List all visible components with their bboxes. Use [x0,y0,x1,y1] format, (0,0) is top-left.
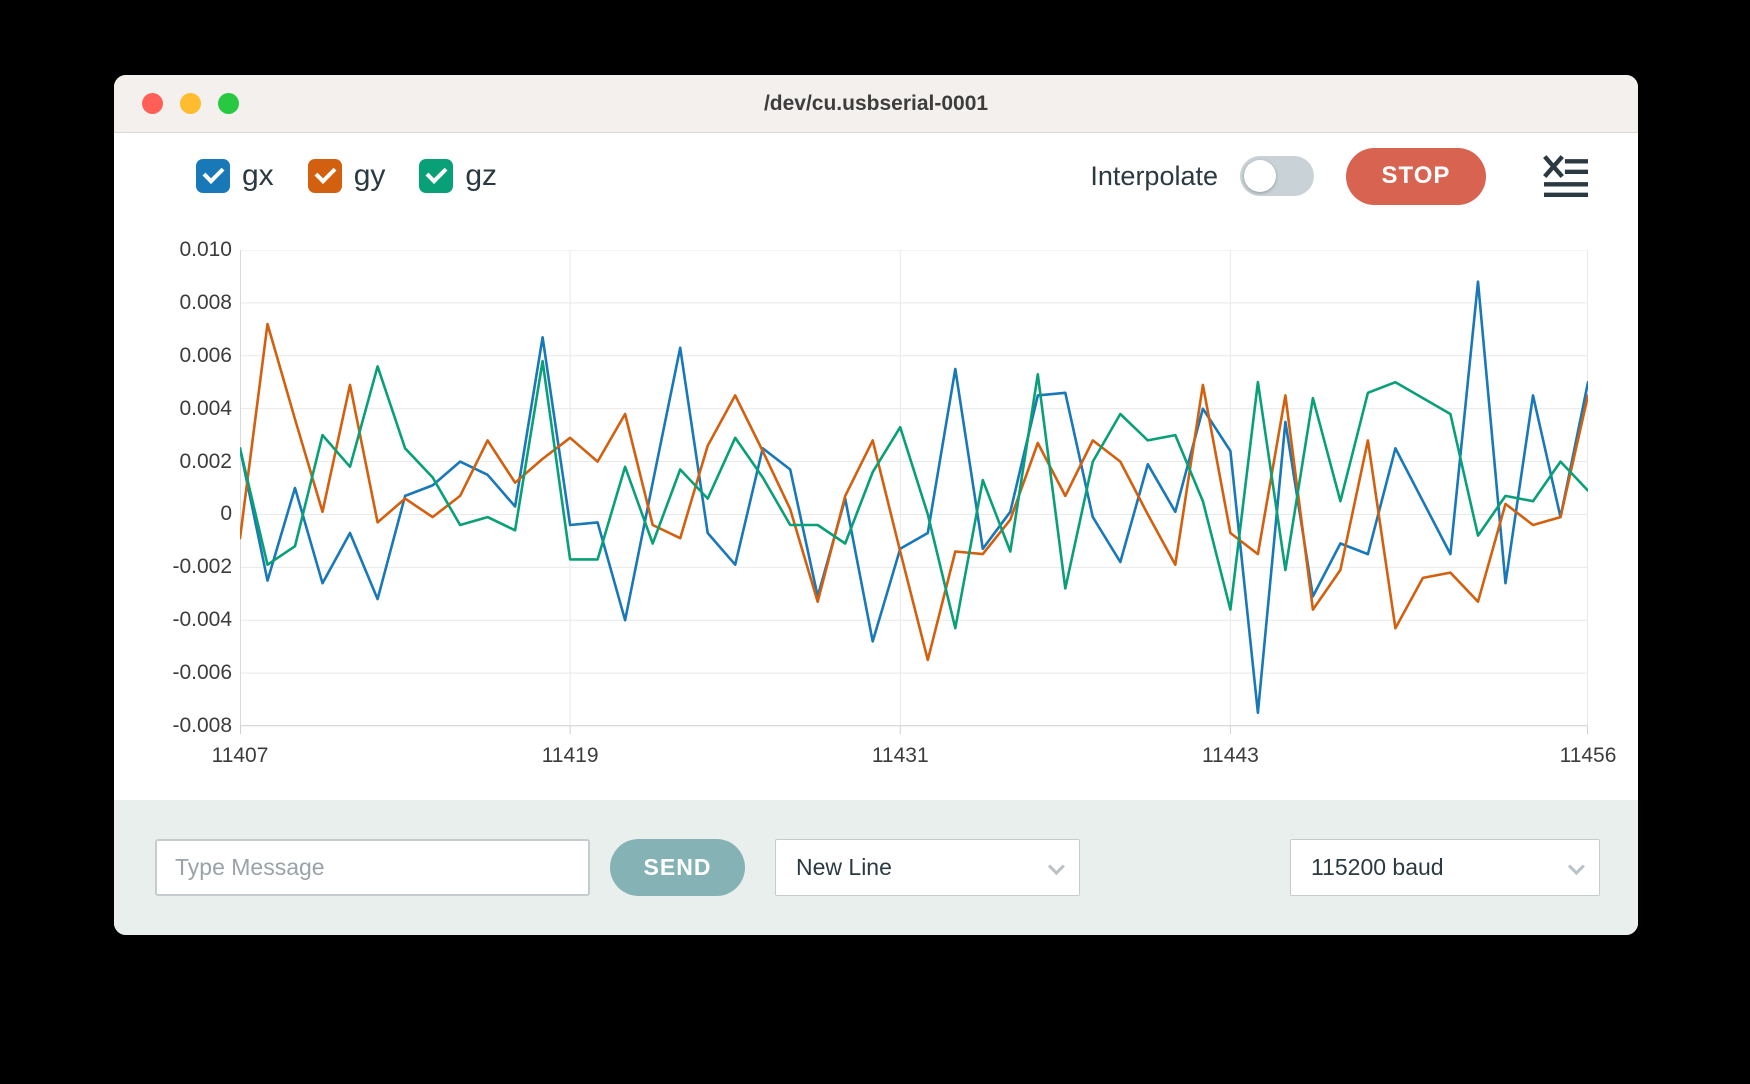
y-tick-label: -0.006 [172,661,232,685]
series-label: gz [465,159,498,192]
checkbox-checked-icon[interactable] [419,159,454,193]
baud-rate-value: 115200 baud [1311,854,1444,880]
close-window-button[interactable] [142,93,163,114]
stop-button[interactable]: STOP [1346,147,1486,205]
y-tick-label: 0.004 [179,396,232,420]
plot-toolbar: gx gy gz Interpolate STOP [114,133,1638,205]
series-line-gz [238,359,1590,630]
x-tick-label: 11431 [871,744,929,767]
clear-list-icon [1543,155,1589,198]
series-line-gy [238,322,1590,662]
interpolate-label: Interpolate [1090,160,1218,191]
x-tick-label: 11419 [541,744,599,767]
y-tick-label: 0.006 [179,343,232,367]
series-line-gx [238,280,1590,715]
window-title: /dev/cu.usbserial-0001 [763,91,989,115]
chart-canvas [238,249,1590,734]
series-label: gx [242,159,274,192]
y-tick-label: -0.004 [172,608,232,632]
x-tick-label: 11456 [1559,744,1617,767]
y-tick-label: -0.008 [172,714,232,737]
chevron-down-icon [1047,858,1065,876]
series-checkbox-gz[interactable]: gz [419,159,497,193]
x-tick-label: 11407 [211,744,269,767]
checkbox-checked-icon[interactable] [307,159,342,193]
y-tick-label: -0.002 [172,555,232,579]
line-ending-select[interactable]: New Line [775,839,1080,896]
series-checkbox-gy[interactable]: gy [307,159,386,193]
x-tick-label: 11443 [1201,744,1259,767]
clear-plot-button[interactable] [1542,154,1589,198]
baud-rate-select[interactable]: 115200 baud [1290,839,1600,896]
send-button[interactable]: SEND [610,839,745,896]
minimize-window-button[interactable] [180,93,201,114]
zoom-window-button[interactable] [218,93,239,114]
serial-plotter-window: /dev/cu.usbserial-0001 gx gy gz Interpolat… [114,75,1638,935]
toggle-knob-icon [1244,160,1276,192]
interpolate-toggle[interactable] [1240,156,1314,196]
line-ending-value: New Line [796,854,892,880]
y-tick-label: 0.010 [179,238,232,261]
y-tick-label: 0.008 [179,290,232,314]
serial-console-bar: SEND New Line 115200 baud [114,800,1638,935]
traffic-lights [142,93,239,114]
series-legend-toggles: gx gy gz [196,159,497,193]
series-checkbox-gx[interactable]: gx [196,159,274,193]
line-chart-plot-area: 0.010 0.008 0.006 0.004 0.002 0 -0.002 -0.004 -0… [172,238,1616,767]
y-tick-label: 0 [220,502,232,526]
chevron-down-icon [1567,858,1585,876]
series-label: gy [353,159,386,192]
title-bar: /dev/cu.usbserial-0001 [114,75,1638,133]
y-tick-label: 0.002 [179,449,232,473]
toolbar-right-cluster: Interpolate STOP [1090,147,1589,205]
checkbox-checked-icon[interactable] [196,159,230,193]
message-input[interactable] [155,839,590,896]
